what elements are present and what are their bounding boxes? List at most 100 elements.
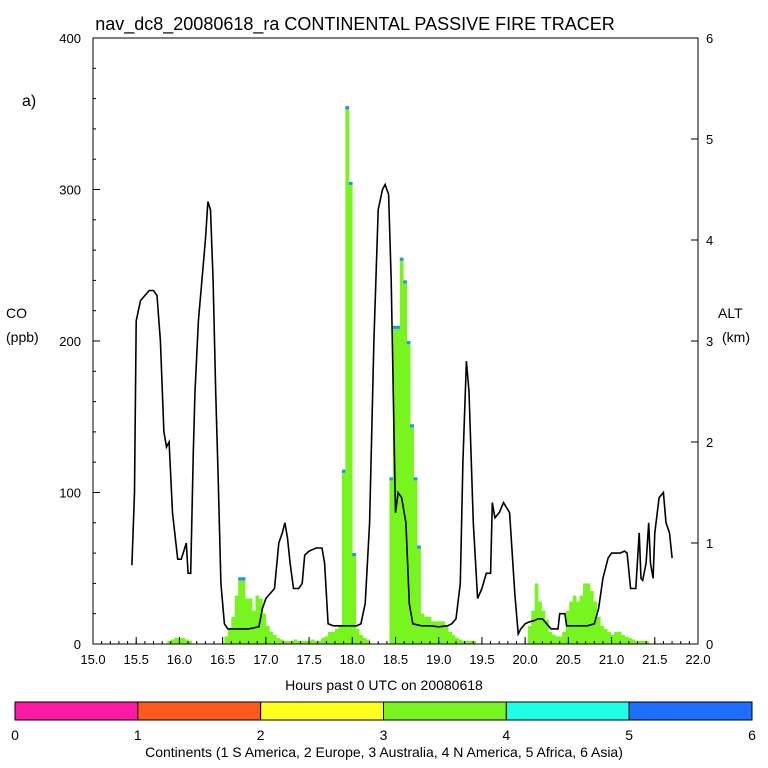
co-bar bbox=[238, 577, 242, 644]
co-bar bbox=[283, 640, 287, 644]
co-bar bbox=[234, 595, 239, 644]
co-bar bbox=[579, 595, 584, 644]
co-bar bbox=[472, 640, 477, 644]
co-bar bbox=[534, 583, 539, 644]
x-tick-label: 16.5 bbox=[210, 652, 235, 667]
co-bar bbox=[389, 477, 394, 644]
co-bar bbox=[441, 621, 446, 644]
x-tick-label: 19.0 bbox=[426, 652, 451, 667]
y-left-tick-label: 100 bbox=[59, 486, 81, 501]
co-bar bbox=[227, 628, 232, 644]
co-bar bbox=[272, 634, 277, 644]
x-tick-label: 15.0 bbox=[80, 652, 105, 667]
co-bars bbox=[167, 106, 650, 645]
co-bar bbox=[468, 640, 473, 644]
x-tick-label: 16.0 bbox=[167, 652, 192, 667]
y-right-tick-label: 1 bbox=[706, 536, 713, 551]
co-bar-cap bbox=[403, 280, 408, 284]
co-bar-cap bbox=[389, 477, 394, 481]
colorbar-segment bbox=[14, 701, 139, 721]
colorbar-segment bbox=[260, 701, 384, 721]
co-bar bbox=[562, 631, 567, 644]
y-left-label-line2: (ppb) bbox=[6, 329, 39, 345]
co-bar bbox=[188, 640, 192, 644]
co-bar-cap bbox=[399, 257, 404, 261]
co-bar bbox=[645, 640, 650, 644]
co-bar bbox=[262, 613, 267, 644]
x-axis-label: Hours past 0 UTC on 20080618 bbox=[285, 677, 483, 693]
co-bar bbox=[576, 601, 580, 644]
y-left-tick-label: 0 bbox=[74, 637, 81, 652]
co-bar bbox=[331, 631, 336, 644]
co-bar bbox=[541, 610, 546, 644]
colorbar-tick-label: 5 bbox=[625, 727, 633, 743]
y-right-tick-label: 2 bbox=[706, 435, 713, 450]
co-bar bbox=[276, 637, 280, 644]
co-bar bbox=[324, 636, 329, 644]
co-bar bbox=[417, 545, 421, 644]
co-bar bbox=[531, 610, 535, 644]
x-tick-label: 20.5 bbox=[556, 652, 581, 667]
co-bar bbox=[279, 639, 284, 644]
co-bar bbox=[170, 639, 175, 644]
co-bar bbox=[366, 639, 370, 644]
axes: 15.0 15.5 16.0 16.5 17.0 17.5 18.0 18.5 19.0 19.5… bbox=[59, 31, 713, 667]
co-bar bbox=[167, 640, 172, 644]
co-bar bbox=[362, 637, 367, 644]
co-bar-cap bbox=[417, 545, 421, 549]
co-bar bbox=[558, 636, 563, 644]
altitude-line bbox=[131, 182, 673, 637]
colorbar-label: Continents (1 S America, 2 Europe, 3 Aus… bbox=[145, 744, 623, 760]
co-bar bbox=[338, 625, 343, 644]
chart-title: nav_dc8_20080618_ra CONTINENTAL PASSIVE … bbox=[95, 14, 615, 35]
co-bar bbox=[610, 634, 615, 644]
co-bar bbox=[434, 621, 439, 644]
co-bar bbox=[255, 595, 260, 644]
co-bar bbox=[451, 634, 456, 644]
co-bar bbox=[603, 628, 608, 644]
co-bar bbox=[589, 590, 594, 644]
co-bar bbox=[184, 639, 189, 644]
co-bar bbox=[565, 610, 570, 644]
co-bar bbox=[583, 583, 587, 644]
co-bar bbox=[430, 621, 435, 644]
colorbar-tick-label: 4 bbox=[502, 727, 510, 743]
colorbar-segment bbox=[628, 701, 753, 721]
co-bar-cap bbox=[413, 477, 418, 481]
colorbar-tick-label: 6 bbox=[748, 727, 756, 743]
co-bar bbox=[420, 613, 425, 644]
co-bar bbox=[310, 639, 315, 644]
co-bar bbox=[224, 636, 229, 644]
co-bar bbox=[399, 257, 404, 644]
x-tick-label: 17.5 bbox=[296, 652, 321, 667]
co-bar bbox=[406, 341, 411, 644]
x-tick-label: 19.5 bbox=[469, 652, 494, 667]
altitude-series bbox=[131, 182, 673, 637]
co-bar bbox=[341, 469, 346, 644]
colorbar-tick-label: 3 bbox=[380, 727, 388, 743]
co-bar bbox=[328, 631, 332, 644]
co-bar bbox=[258, 598, 263, 644]
x-tick-label: 21.5 bbox=[642, 652, 667, 667]
colorbar-tick-label: 2 bbox=[257, 727, 265, 743]
co-bar bbox=[624, 636, 629, 644]
y-right-tick-label: 4 bbox=[706, 233, 713, 248]
co-bar bbox=[265, 625, 270, 644]
x-tick-label: 18.0 bbox=[340, 652, 365, 667]
co-bar bbox=[321, 637, 325, 644]
colorbar-tick-label: 0 bbox=[11, 727, 19, 743]
co-bar bbox=[231, 616, 236, 644]
co-bar bbox=[572, 595, 577, 644]
co-bar bbox=[569, 601, 573, 644]
co-bar bbox=[465, 640, 470, 644]
co-bar-cap bbox=[396, 325, 401, 329]
co-bar bbox=[427, 616, 432, 644]
co-bar-cap bbox=[241, 577, 246, 581]
x-tick-label: 18.5 bbox=[383, 652, 408, 667]
co-bar bbox=[245, 598, 249, 644]
co-bar bbox=[631, 639, 636, 644]
co-bar-cap bbox=[345, 106, 350, 110]
x-tick-label: 22.0 bbox=[685, 652, 710, 667]
co-bar bbox=[555, 636, 560, 644]
co-bar bbox=[286, 640, 291, 644]
